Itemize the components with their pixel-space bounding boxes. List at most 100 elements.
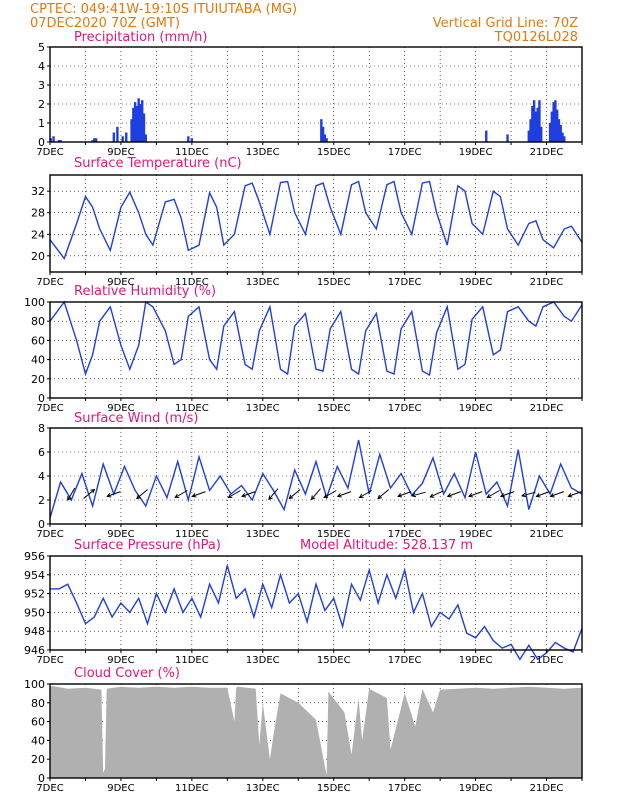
wind-x-tick-label: 17DEC	[388, 529, 422, 540]
precip-bar	[139, 104, 142, 142]
precip-bar	[59, 140, 62, 142]
precip-bar	[548, 123, 552, 142]
wind-x-tick-label: 7DEC	[36, 529, 63, 540]
rh-title: Relative Humidity (%)	[74, 284, 216, 299]
rh-line	[49, 300, 583, 377]
wind-vector	[191, 491, 206, 498]
precip-x-tick-label: 21DEC	[530, 147, 564, 158]
temp-y-tick-label: 24	[31, 228, 45, 241]
wind-vector	[397, 491, 412, 498]
pres-y-tick-label: 956	[24, 550, 45, 563]
panel-precip: Precipitation (mm/h) 0 1 2 3 4 5 7DEC 9DEC 11DEC 1…	[36, 30, 583, 158]
pres-title: Surface Pressure (hPa)	[74, 538, 221, 553]
wind-vector	[268, 488, 279, 501]
pres-y-tick-label: 948	[24, 625, 45, 638]
cloud-x-tick-label: 13DEC	[246, 783, 280, 794]
precip-bar	[323, 134, 327, 142]
wind-vector	[358, 490, 372, 499]
temp-title: Surface Temperature (nC)	[74, 156, 242, 171]
wind-line	[49, 439, 583, 519]
precip-bar	[116, 126, 119, 142]
wind-x-tick-label: 15DEC	[317, 529, 351, 540]
wind-x-tick-label: 13DEC	[246, 529, 280, 540]
cloud-y-tick-label: 80	[31, 697, 45, 710]
temp-x-tick-label: 19DEC	[459, 277, 493, 288]
precip-bar	[52, 136, 55, 142]
rh-x-tick-label: 11DEC	[175, 403, 209, 414]
pres-line	[50, 565, 583, 661]
cloud-y-tick-label: 20	[31, 753, 45, 766]
wind-vector	[549, 491, 564, 498]
rh-y-tick-label: 0	[38, 392, 45, 405]
cloud-y-tick-label: 100	[24, 678, 45, 691]
wind-title: Surface Wind (m/s)	[74, 411, 198, 426]
wind-vector	[323, 490, 337, 499]
precip-y-tick-label: 5	[38, 41, 45, 54]
rh-frame	[49, 301, 583, 399]
precip-bar	[141, 100, 144, 142]
wind-vector	[429, 490, 444, 498]
panels: Precipitation (mm/h) 0 1 2 3 4 5 7DEC 9DEC 11DEC 1…	[24, 30, 583, 794]
wind-x-tick-label: 19DEC	[459, 529, 493, 540]
header-location: CPTEC: 049:41W-19:10S ITUIUTABA (MG)	[30, 2, 297, 17]
pres-y-tick-label: 946	[24, 644, 45, 657]
cloud-frame	[49, 683, 583, 779]
cloud-x-tick-label: 9DEC	[107, 783, 134, 794]
wind-vector	[310, 488, 321, 501]
temp-x-tick-label: 17DEC	[388, 277, 422, 288]
header-model-code: TQ0126L028	[494, 30, 578, 45]
wind-x-tick-label: 11DEC	[175, 529, 209, 540]
precip-bar	[132, 107, 135, 142]
pres-subtitle: Model Altitude: 528.137 m	[300, 538, 473, 553]
precip-bar	[557, 119, 561, 142]
temp-y-tick-label: 32	[31, 185, 45, 198]
pres-x-tick-label: 15DEC	[317, 655, 351, 666]
precip-bar	[325, 138, 328, 142]
precip-bar	[531, 105, 534, 142]
temp-y-tick-label: 20	[31, 250, 45, 263]
precip-bar	[135, 105, 139, 142]
precip-bar	[552, 102, 555, 142]
rh-x-tick-label: 15DEC	[317, 403, 351, 414]
precip-bar	[563, 136, 566, 142]
precip-bar	[532, 100, 536, 142]
pres-x-tick-label: 17DEC	[388, 655, 422, 666]
wind-y-tick-label: 2	[38, 494, 45, 507]
precip-bar	[130, 119, 133, 142]
rh-x-tick-label: 7DEC	[36, 403, 63, 414]
precip-y-tick-label: 0	[38, 136, 45, 149]
wind-vector	[106, 491, 121, 498]
wind-vector	[486, 490, 500, 499]
temp-x-tick-label: 21DEC	[530, 277, 564, 288]
precip-bar	[49, 138, 52, 142]
precip-bar	[320, 119, 323, 142]
precip-bar	[561, 132, 564, 142]
precip-bar	[187, 136, 190, 142]
precip-title: Precipitation (mm/h)	[74, 30, 207, 45]
cloud-x-tick-label: 17DEC	[388, 783, 422, 794]
wind-vector	[227, 490, 241, 499]
wind-vector	[288, 489, 301, 500]
rh-y-tick-label: 20	[31, 373, 45, 386]
precip-bar	[142, 113, 146, 142]
precip-bar	[555, 109, 559, 142]
temp-x-tick-label: 13DEC	[246, 277, 280, 288]
rh-x-tick-label: 21DEC	[530, 403, 564, 414]
wind-y-tick-label: 0	[38, 518, 45, 531]
wind-vector	[411, 491, 426, 498]
cloud-x-tick-label: 11DEC	[175, 783, 209, 794]
precip-y-tick-label: 1	[38, 117, 45, 130]
precip-bar	[144, 134, 147, 142]
precip-bar	[321, 126, 325, 142]
precip-bar	[538, 100, 541, 142]
precip-bar	[529, 119, 532, 142]
wind-y-tick-label: 4	[38, 470, 45, 483]
rh-y-tick-label: 40	[31, 354, 45, 367]
wind-vector	[567, 491, 582, 498]
pres-x-tick-label: 13DEC	[246, 655, 280, 666]
pres-frame	[49, 555, 583, 651]
precip-y-tick-label: 2	[38, 98, 45, 111]
precip-x-tick-label: 17DEC	[388, 147, 422, 158]
rh-x-tick-label: 17DEC	[388, 403, 422, 414]
